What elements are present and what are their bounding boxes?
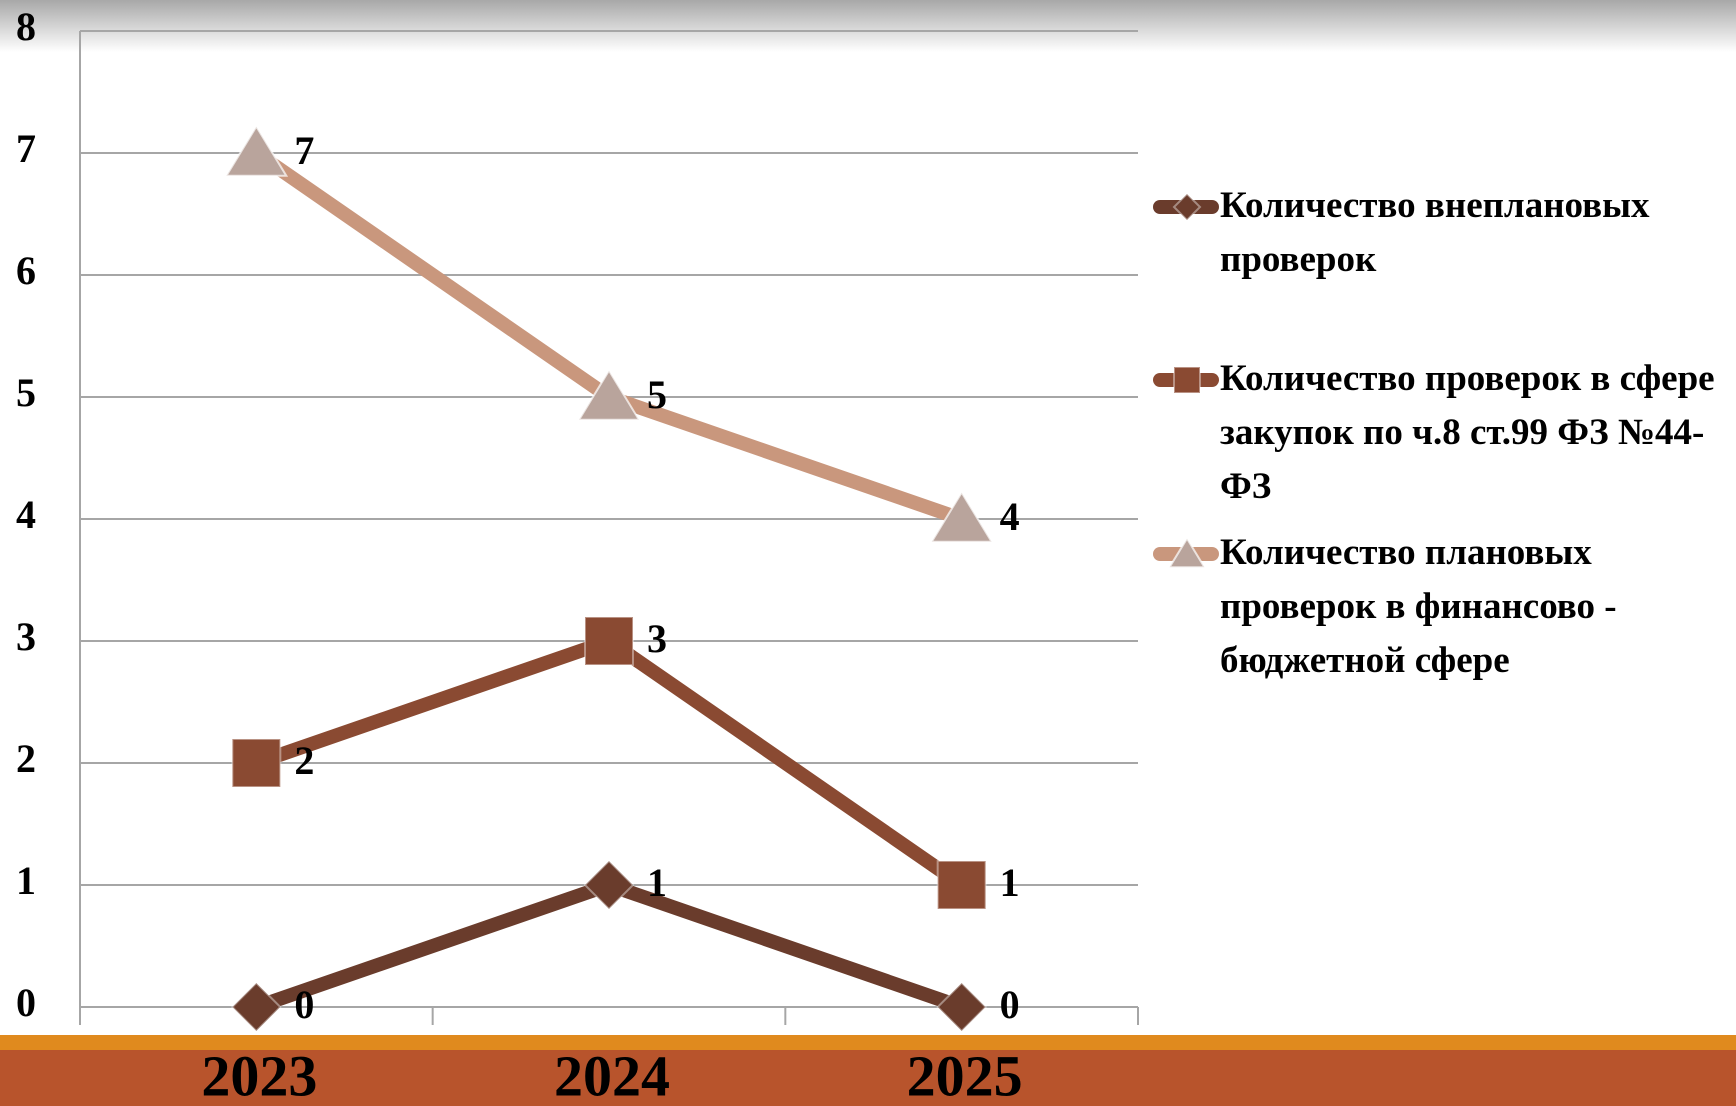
diamond-marker: [583, 859, 635, 911]
square-marker: [936, 860, 987, 910]
diamond-marker: [1172, 192, 1202, 222]
triangle-marker: [577, 368, 641, 421]
data-label: 5: [647, 372, 667, 417]
x-tick-label: 2025: [907, 1043, 1023, 1106]
legend-label: Количество проверок в сфере закупок по ч…: [1220, 358, 1715, 507]
square-marker: [1173, 366, 1201, 394]
x-tick-label: 2023: [201, 1043, 317, 1106]
y-tick-label: 3: [16, 614, 36, 659]
diamond-marker: [230, 981, 282, 1033]
y-tick-label: 7: [16, 126, 36, 171]
triangle-marker: [1167, 536, 1207, 569]
y-tick-label: 8: [16, 4, 36, 49]
data-label: 1: [647, 860, 667, 905]
series-line: [252, 147, 964, 526]
legend-label: Количество внеплановых проверок: [1220, 185, 1650, 280]
y-tick-label: 5: [16, 370, 36, 415]
square-marker: [584, 616, 634, 666]
triangle-marker: [224, 124, 289, 177]
triangle-marker: [929, 490, 994, 543]
data-label: 0: [1000, 982, 1020, 1027]
top-band: [0, 0, 1736, 52]
y-tick-label: 0: [16, 980, 36, 1025]
data-label: 0: [294, 982, 314, 1027]
square-marker: [231, 738, 282, 788]
x-tick-label: 2024: [554, 1043, 670, 1106]
legend-label: Количество плановых проверок в финансово…: [1220, 532, 1617, 681]
orange-stripe: [0, 1035, 1736, 1051]
data-label: 7: [294, 128, 314, 173]
y-tick-label: 4: [16, 492, 36, 537]
bottom-band: [0, 1050, 1736, 1106]
data-label: 1: [1000, 860, 1020, 905]
y-tick-label: 2: [16, 736, 36, 781]
data-label: 3: [647, 616, 667, 661]
y-tick-label: 6: [16, 248, 36, 293]
data-label: 2: [294, 738, 314, 783]
y-tick-label: 1: [16, 858, 36, 903]
diamond-marker: [936, 981, 988, 1033]
data-label: 4: [1000, 494, 1020, 539]
